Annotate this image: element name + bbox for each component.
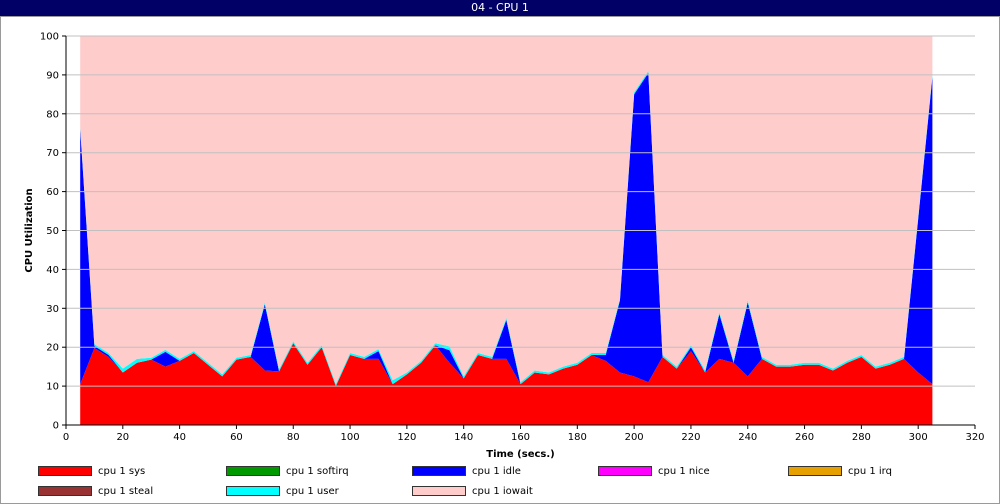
legend-swatch: [412, 486, 466, 496]
axes: [62, 35, 976, 429]
legend-item: cpu 1 steal: [38, 485, 153, 499]
y-tick-label: 30: [46, 304, 59, 315]
y-axis-label: CPU Utilization: [24, 188, 35, 272]
x-axis-label: Time (secs.): [486, 449, 555, 460]
series-area-cpu-1-sys: [80, 343, 933, 425]
legend-label: cpu 1 nice: [658, 466, 710, 477]
y-tick-label: 0: [53, 421, 59, 432]
x-tick-label: 200: [625, 432, 644, 443]
x-tick-label: 120: [397, 432, 416, 443]
x-tick-label: 0: [63, 432, 69, 443]
x-tick-label: 100: [341, 432, 360, 443]
y-tick-label: 60: [46, 187, 59, 198]
y-tick-label: 100: [40, 32, 59, 43]
legend-item: cpu 1 irq: [788, 465, 892, 479]
y-tick-label: 90: [46, 70, 59, 81]
x-tick-label: 140: [454, 432, 473, 443]
window-title: 04 - CPU 1: [0, 0, 1000, 16]
x-tick-label: 180: [568, 432, 587, 443]
legend-label: cpu 1 idle: [472, 466, 521, 477]
x-tick-label: 40: [173, 432, 186, 443]
legend-item: cpu 1 user: [226, 485, 339, 499]
legend-swatch: [788, 466, 842, 476]
y-tick-label: 80: [46, 109, 59, 120]
y-tick-label: 20: [46, 343, 59, 354]
legend-swatch: [38, 486, 92, 496]
tick-labels: 0 10 20 30 40 50 60 70 80 90 100 0 20 40 60 80 100 120 140…: [40, 32, 985, 444]
x-tick-label: 320: [965, 432, 984, 443]
legend-item: cpu 1 idle: [412, 465, 521, 479]
legend-label: cpu 1 iowait: [472, 486, 533, 497]
x-tick-label: 20: [116, 432, 129, 443]
x-tick-label: 300: [909, 432, 928, 443]
x-tick-label: 160: [511, 432, 530, 443]
x-tick-label: 80: [287, 432, 300, 443]
legend-label: cpu 1 user: [286, 486, 339, 497]
x-tick-label: 240: [738, 432, 757, 443]
legend-label: cpu 1 steal: [98, 486, 154, 497]
y-tick-label: 40: [46, 265, 59, 276]
legend-label: cpu 1 irq: [848, 466, 892, 477]
legend-swatch: [598, 466, 652, 476]
stacked-area-series: [80, 36, 933, 425]
y-tick-label: 70: [46, 148, 59, 159]
legend-item: cpu 1 sys: [38, 465, 145, 479]
cpu-utilization-chart: 0 10 20 30 40 50 60 70 80 90 100 0 20 40 60 80 100 120 140…: [24, 32, 985, 461]
x-tick-label: 220: [681, 432, 700, 443]
x-tick-label: 60: [230, 432, 243, 443]
legend-swatch: [38, 466, 92, 476]
grid-lines: [66, 35, 975, 387]
legend-swatch: [412, 466, 466, 476]
legend-swatch: [226, 466, 280, 476]
legend-label: cpu 1 softirq: [286, 466, 349, 477]
series-area-cpu-1-idle: [80, 72, 933, 387]
legend-label: cpu 1 sys: [98, 466, 146, 477]
y-tick-label: 50: [46, 226, 59, 237]
x-tick-label: 280: [852, 432, 871, 443]
chart-legend: cpu 1 sys cpu 1 softirq cpu 1 idle cpu 1 ni…: [0, 462, 1000, 504]
y-tick-label: 10: [46, 382, 59, 393]
legend-item: cpu 1 iowait: [412, 485, 533, 499]
x-tick-label: 260: [795, 432, 814, 443]
legend-item: cpu 1 nice: [598, 465, 710, 479]
series-area-cpu-1-iowait: [80, 36, 933, 385]
legend-swatch: [226, 486, 280, 496]
legend-item: cpu 1 softirq: [226, 465, 349, 479]
